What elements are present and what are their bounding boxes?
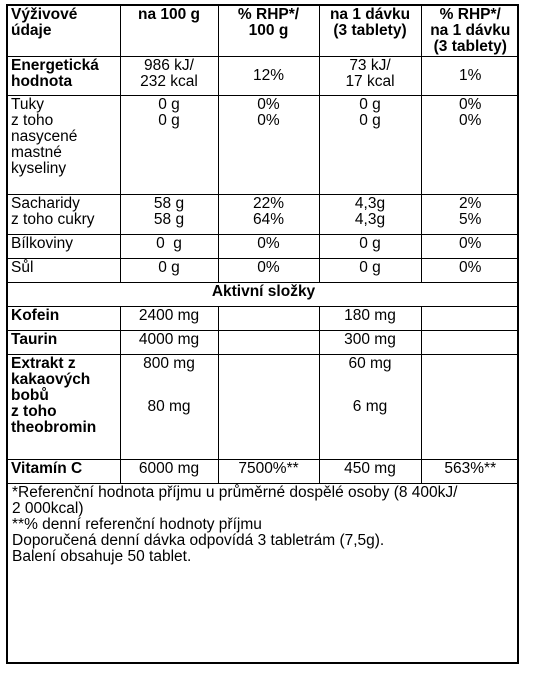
table-row-energy: Energetická hodnota 986 kJ/232 kcal 12% 7… (8, 56, 517, 96)
vitc-per-100g: 6000 mg (119, 459, 219, 484)
salt-rhp-dose: 0% (420, 258, 517, 283)
protein-rhp-dose: 0% (420, 234, 517, 259)
energy-per-dose: 73 kJ/17 kcal (318, 56, 422, 96)
footnotes: *Referenční hodnota příjmu u průměrné do… (8, 484, 517, 566)
salt-per-100g: 0 g (119, 258, 219, 283)
salt-per-dose: 0 g (318, 258, 422, 283)
cocoa-rhp-100g (217, 354, 320, 460)
header-nutrients: Výživové údaje (8, 6, 121, 57)
footnote-daily-reference: **% denní referenční hodnoty příjmu (12, 516, 262, 533)
protein-per-dose: 0 g (318, 234, 422, 259)
table-row-taurine: Taurin 4000 mg 300 mg (8, 330, 517, 355)
footnote-reference-intake: *Referenční hodnota příjmu u průměrné do… (12, 484, 458, 501)
caffeine-rhp-100g (217, 306, 320, 331)
table-header-row: Výživové údaje na 100 g % RHP*/100 g na 1… (8, 6, 517, 57)
label-energy: Energetická hodnota (8, 56, 121, 96)
vitc-per-dose: 450 mg (318, 459, 422, 484)
energy-per-100g: 986 kJ/232 kcal (119, 56, 219, 96)
taurine-rhp-dose (420, 330, 517, 355)
section-header-active: Aktivní složky (8, 282, 517, 307)
label-vitamin-c: Vitamín C (8, 459, 121, 484)
energy-rhp-100g: 12% (217, 56, 320, 96)
energy-rhp-dose: 1% (420, 56, 517, 96)
fat-rhp-dose: 0% 0% (420, 95, 517, 195)
table-row-caffeine: Kofein 2400 mg 180 mg (8, 306, 517, 331)
vitc-rhp-100g: 7500%** (217, 459, 320, 484)
label-cocoa-extract: Extrakt z kakaových bobů z toho theobromin (8, 354, 121, 460)
header-rhp-100g: % RHP*/100 g (217, 6, 320, 57)
header-per-dose: na 1 dávku (3 tablety) (318, 6, 422, 57)
taurine-per-dose: 300 mg (318, 330, 422, 355)
footnote-reference-intake-cont: 2 000kcal) (12, 500, 84, 517)
nutrition-table: Výživové údaje na 100 g % RHP*/100 g na 1… (8, 6, 517, 484)
header-rhp-dose: % RHP*/na 1 dávku (3 tablety) (420, 6, 517, 57)
carbs-rhp-100g: 22% 64% (217, 194, 320, 235)
footnote-package-content: Balení obsahuje 50 tablet. (12, 548, 192, 565)
nutrition-panel: Výživové údaje na 100 g % RHP*/100 g na 1… (6, 4, 519, 664)
cocoa-rhp-dose (420, 354, 517, 460)
label-caffeine: Kofein (8, 306, 121, 331)
label-carbohydrates: Sacharidy z toho cukry (8, 194, 121, 235)
table-row-carbohydrates: Sacharidy z toho cukry 58 g 58 g 22% 64% 4,… (8, 194, 517, 235)
table-row-salt: Sůl 0 g 0% 0 g 0% (8, 258, 517, 283)
carbs-rhp-dose: 2% 5% (420, 194, 517, 235)
cocoa-per-dose: 60 mg 6 mg (318, 354, 422, 460)
taurine-rhp-100g (217, 330, 320, 355)
header-per-100g: na 100 g (119, 6, 219, 57)
salt-rhp-100g: 0% (217, 258, 320, 283)
footnote-recommended-dose: Doporučená denní dávka odpovídá 3 tablet… (12, 532, 385, 549)
caffeine-rhp-dose (420, 306, 517, 331)
vitc-rhp-dose: 563%** (420, 459, 517, 484)
carbs-per-100g: 58 g 58 g (119, 194, 219, 235)
table-row-vitamin-c: Vitamín C 6000 mg 7500%** 450 mg 563%** (8, 459, 517, 484)
label-protein: Bílkoviny (8, 234, 121, 259)
protein-rhp-100g: 0% (217, 234, 320, 259)
protein-per-100g: 0 g (119, 234, 219, 259)
carbs-per-dose: 4,3g 4,3g (318, 194, 422, 235)
label-fat: Tuky z toho nasycené mastné kyseliny (8, 95, 121, 195)
cocoa-per-100g: 800 mg 80 mg (119, 354, 219, 460)
label-salt: Sůl (8, 258, 121, 283)
caffeine-per-100g: 2400 mg (119, 306, 219, 331)
fat-rhp-100g: 0% 0% (217, 95, 320, 195)
label-taurine: Taurin (8, 330, 121, 355)
caffeine-per-dose: 180 mg (318, 306, 422, 331)
active-ingredients-title: Aktivní složky (8, 282, 517, 307)
taurine-per-100g: 4000 mg (119, 330, 219, 355)
table-row-cocoa-extract: Extrakt z kakaových bobů z toho theobromin 8… (8, 354, 517, 460)
table-row-protein: Bílkoviny 0 g 0% 0 g 0% (8, 234, 517, 259)
